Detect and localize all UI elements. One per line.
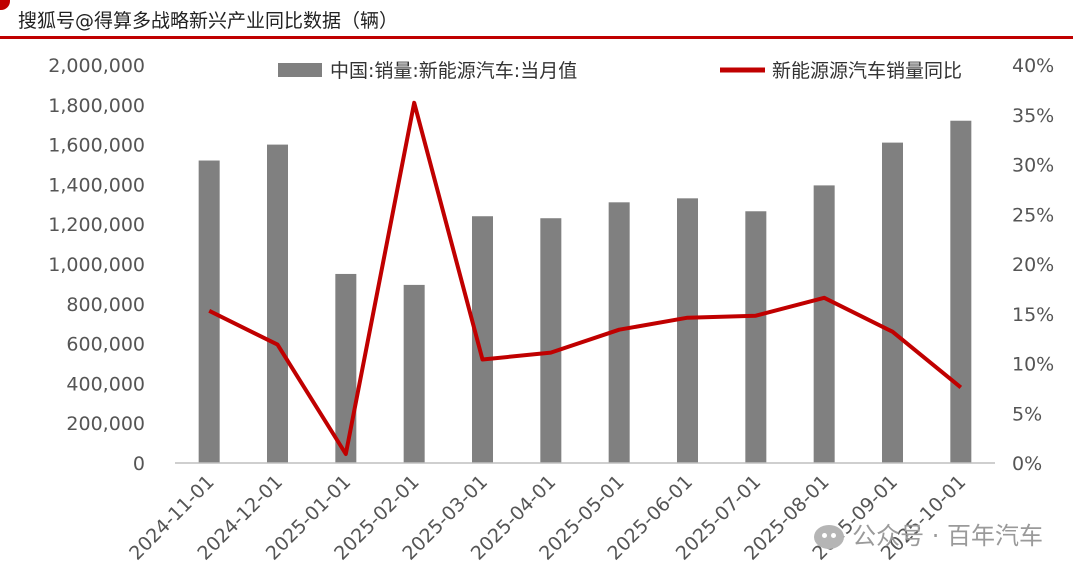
- watermark-text: 公众号 · 百年汽车: [852, 522, 1043, 550]
- left-tick-label: 600,000: [66, 334, 145, 356]
- bar: [335, 273, 357, 463]
- bar: [745, 211, 767, 463]
- legend-bar-swatch: [278, 63, 322, 77]
- bar: [882, 142, 903, 464]
- bar-series: [198, 120, 972, 464]
- left-tick-label: 1,800,000: [48, 95, 145, 117]
- corner-accent: [0, 0, 10, 10]
- bar: [403, 284, 425, 463]
- page-title: 搜狐号@得算多战略新兴产业同比数据（辆）: [18, 10, 399, 32]
- right-axis: 0% 5% 10% 15% 20% 25% 30% 35% 40%: [1012, 55, 1054, 475]
- right-tick-label: 25%: [1012, 204, 1054, 226]
- left-tick-label: 0: [133, 453, 145, 475]
- right-tick-label: 40%: [1012, 55, 1054, 77]
- right-tick-label: 10%: [1012, 354, 1054, 376]
- legend: 中国:销量:新能源汽车:当月值 新能源源汽车销量同比: [278, 60, 962, 82]
- yoy-line-series: [208, 100, 963, 456]
- left-tick-label: 400,000: [66, 373, 145, 395]
- right-tick-label: 0%: [1012, 453, 1042, 475]
- wechat-icon: [814, 525, 845, 549]
- left-tick-label: 1,200,000: [48, 214, 145, 236]
- left-tick-label: 200,000: [66, 413, 145, 435]
- watermark: 公众号 · 百年汽车: [814, 516, 1043, 551]
- bar: [950, 120, 972, 463]
- left-tick-label: 1,000,000: [48, 254, 145, 276]
- left-tick-label: 1,600,000: [48, 135, 145, 157]
- legend-line-label: 新能源源汽车销量同比: [772, 60, 962, 82]
- right-tick-label: 35%: [1012, 105, 1054, 127]
- legend-bar-label: 中国:销量:新能源汽车:当月值: [330, 60, 577, 82]
- right-tick-label: 15%: [1012, 304, 1054, 326]
- bar: [813, 185, 835, 463]
- bar: [677, 198, 698, 463]
- bar: [608, 202, 630, 463]
- right-tick-label: 20%: [1012, 254, 1054, 276]
- bar: [472, 216, 493, 463]
- left-tick-label: 2,000,000: [48, 55, 145, 77]
- bar: [540, 218, 562, 463]
- bar: [267, 144, 288, 463]
- right-tick-label: 30%: [1012, 155, 1054, 177]
- left-tick-label: 800,000: [66, 294, 145, 316]
- header-divider: [0, 36, 1073, 39]
- right-tick-label: 5%: [1012, 403, 1042, 425]
- left-axis: 0 200,000 400,000 600,000 800,000 1,000,000 1,…: [48, 55, 145, 475]
- left-tick-label: 1,400,000: [48, 174, 145, 196]
